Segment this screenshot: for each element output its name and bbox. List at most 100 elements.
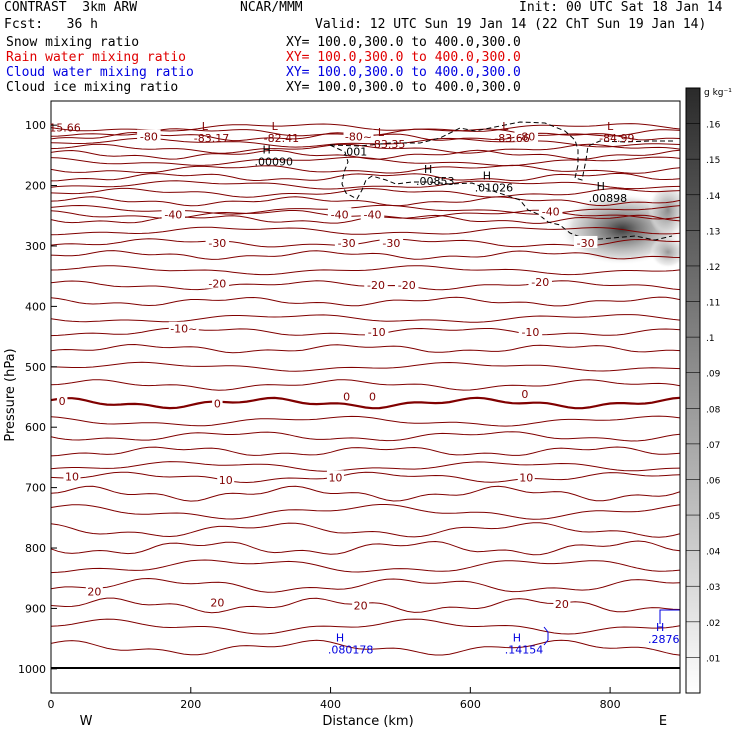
temperature-label: -80 bbox=[517, 131, 535, 144]
temperature-label-bg bbox=[360, 207, 385, 220]
temperature-contour-line bbox=[51, 180, 680, 190]
temperature-contour-line bbox=[51, 250, 680, 260]
temperature-label: -20 bbox=[531, 276, 549, 289]
temperature-contour-line bbox=[51, 149, 680, 160]
temperature-contour-line bbox=[51, 196, 680, 207]
temperature-label: 20 bbox=[555, 598, 569, 611]
colorbar: g kg⁻¹ .01 .02 .03 .04 .05 .06 .07 .08 .09 .1 .11 .1… bbox=[685, 87, 732, 694]
temperature-label: 0 bbox=[214, 398, 221, 411]
colorbar-label: .05 bbox=[706, 512, 720, 522]
temperature-label-bg bbox=[205, 235, 230, 248]
temperature-contour-line bbox=[51, 296, 680, 307]
temperature-contour-line bbox=[51, 396, 680, 410]
extremum-value: -83.17 bbox=[194, 132, 229, 145]
extremum-marker: H bbox=[336, 632, 344, 645]
temperature-contour-line bbox=[51, 540, 680, 556]
extremum-marker: H bbox=[263, 144, 271, 157]
temperature-label: -40 bbox=[331, 209, 349, 222]
x-tick-label: 600 bbox=[460, 698, 481, 711]
colorbar-label: .04 bbox=[706, 548, 721, 558]
temperature-label-bg bbox=[217, 472, 235, 485]
valid-time: Valid: 12 UTC Sun 19 Jan 14 (22 ChT Sun … bbox=[315, 17, 707, 32]
temperature-label: 20 bbox=[354, 599, 368, 612]
temperature-label: 0 bbox=[369, 390, 376, 403]
temperature-contour-line bbox=[51, 522, 680, 538]
temperature-label-bg bbox=[573, 235, 598, 248]
temperature-label: -30 bbox=[382, 237, 400, 250]
temperature-label: 0 bbox=[343, 390, 350, 403]
colorbar-label: .01 bbox=[706, 654, 720, 664]
colorbar-label: .11 bbox=[706, 299, 720, 309]
x-tick-label: 200 bbox=[180, 698, 201, 711]
temperature-contour-line bbox=[51, 164, 680, 174]
colorbar-label: .03 bbox=[706, 583, 720, 593]
extremum-marker: H bbox=[424, 163, 432, 176]
temperature-contour-line bbox=[51, 446, 680, 457]
field-name-snow: Snow mixing ratio bbox=[6, 35, 140, 50]
temperature-label-bg bbox=[394, 278, 419, 291]
temperature-label-bg bbox=[137, 129, 161, 142]
temperature-label-bg bbox=[364, 324, 389, 337]
field-xy-cloud-water: XY= 100.0,300.0 to 400.0,300.0 bbox=[286, 65, 521, 80]
temperature-label-bg bbox=[364, 278, 388, 291]
colorbar-label: .14 bbox=[706, 192, 721, 202]
temperature-label-bg bbox=[343, 129, 374, 142]
extremum-marker: L bbox=[272, 120, 279, 133]
temperature-contour-line bbox=[51, 577, 680, 593]
temperature-label-bg bbox=[352, 598, 370, 611]
cloud-ice-shading bbox=[650, 236, 680, 268]
temperature-label-bg bbox=[334, 235, 359, 248]
temperature-label: -10 bbox=[368, 326, 386, 339]
extremum-value: .01026 bbox=[475, 182, 513, 195]
temperature-label-bg bbox=[168, 321, 199, 334]
temperature-contour-line bbox=[51, 504, 680, 520]
institution: NCAR/MMM bbox=[240, 0, 303, 15]
temperature-label: -30 bbox=[208, 237, 226, 250]
y-tick-label: 700 bbox=[25, 482, 46, 495]
temperature-contour-line bbox=[51, 314, 680, 323]
field-name-cloud-water: Cloud water mixing ratio bbox=[6, 65, 194, 80]
temperature-label: -30 bbox=[338, 237, 356, 250]
temperature-label: 10 bbox=[219, 474, 233, 487]
temperature-label: -20 bbox=[208, 277, 226, 290]
temperature-label-bg bbox=[518, 324, 543, 337]
temperature-label: 10 bbox=[328, 471, 342, 484]
temperature-label: 10 bbox=[519, 471, 533, 484]
temperature-contour-line bbox=[51, 187, 680, 198]
temperature-contour-line bbox=[51, 461, 680, 472]
extremum-value: .14154 bbox=[505, 644, 544, 657]
temperature-contour-line bbox=[51, 172, 680, 182]
temperature-contour-line bbox=[51, 415, 680, 427]
x-tick-label: 400 bbox=[320, 698, 341, 711]
temperature-label-bg bbox=[208, 595, 226, 608]
temperature-label: -20 bbox=[367, 279, 385, 292]
field-name-cloud-ice: Cloud ice mixing ratio bbox=[6, 80, 179, 95]
colorbar-label: .15 bbox=[706, 156, 720, 166]
y-axis-title: Pressure (hPa) bbox=[3, 348, 18, 441]
temperature-label-bg bbox=[85, 584, 103, 597]
temperature-label: -40 bbox=[364, 209, 382, 222]
endpoint-right-label: E bbox=[659, 714, 667, 729]
temperature-label-bg bbox=[326, 470, 344, 483]
plot-frame bbox=[50, 100, 681, 694]
x-tick-label: 800 bbox=[600, 698, 621, 711]
temperature-contour-line bbox=[51, 471, 680, 484]
temperature-label: -10 bbox=[521, 326, 539, 339]
colorbar-unit: g kg⁻¹ bbox=[704, 88, 732, 98]
temperature-label-bg bbox=[517, 470, 535, 483]
temperature-contour-line bbox=[51, 361, 680, 372]
temperature-label: -40 bbox=[542, 206, 560, 219]
y-tick-label: 600 bbox=[25, 421, 46, 434]
extremum-value: .2876 bbox=[648, 633, 680, 646]
temperature-label: 0 bbox=[59, 395, 66, 408]
y-tick-label: 900 bbox=[25, 602, 46, 615]
extremum-marker: H bbox=[597, 180, 605, 193]
temperature-contour-line bbox=[51, 559, 680, 574]
extremum-marker: L bbox=[202, 120, 209, 133]
extremum-value: -82.41 bbox=[264, 132, 299, 145]
cloud-water-contour bbox=[543, 609, 680, 646]
temperature-label: -40 bbox=[164, 209, 182, 222]
extremum-value: -84.99 bbox=[599, 132, 634, 145]
contour-annotation: 15.66 bbox=[49, 122, 81, 135]
